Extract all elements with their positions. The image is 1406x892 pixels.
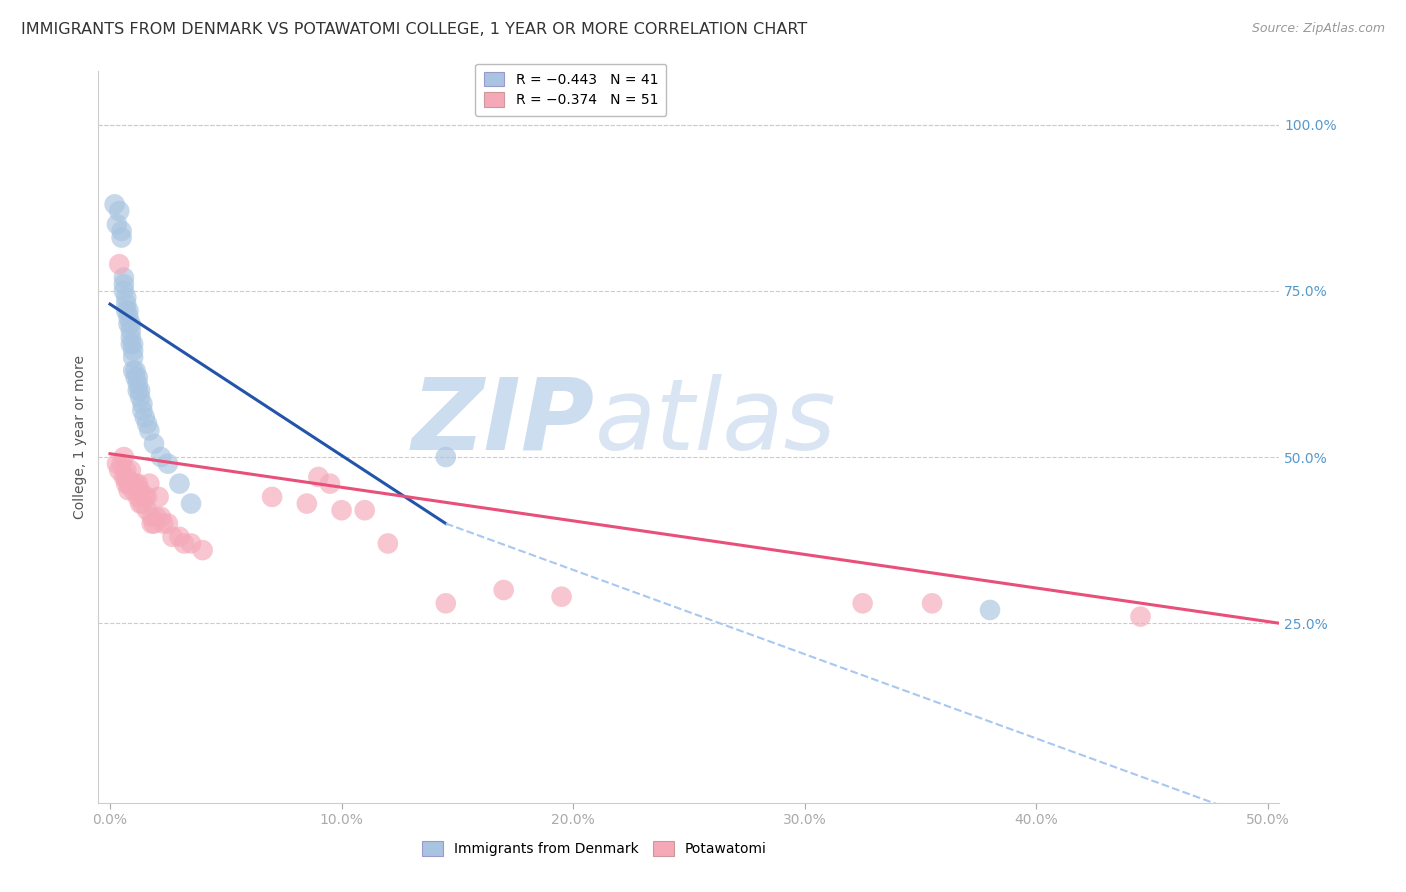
Point xyxy=(104,197,127,211)
Point xyxy=(120,463,142,477)
Point xyxy=(262,490,284,504)
Point xyxy=(156,516,179,531)
Point xyxy=(152,516,174,531)
Point xyxy=(148,490,170,504)
Point xyxy=(145,509,167,524)
Point xyxy=(129,483,152,498)
Point xyxy=(143,516,166,531)
Point xyxy=(129,384,152,398)
Point xyxy=(122,476,145,491)
Point xyxy=(143,436,166,450)
Point xyxy=(127,490,149,504)
Point xyxy=(162,530,184,544)
Point xyxy=(127,384,149,398)
Text: Source: ZipAtlas.com: Source: ZipAtlas.com xyxy=(1251,22,1385,36)
Point xyxy=(131,397,153,411)
Point xyxy=(108,204,131,219)
Point xyxy=(122,351,145,365)
Point xyxy=(136,490,159,504)
Point xyxy=(149,509,172,524)
Text: atlas: atlas xyxy=(595,374,837,471)
Point xyxy=(330,503,353,517)
Point xyxy=(377,536,399,550)
Point xyxy=(120,476,142,491)
Point xyxy=(108,463,131,477)
Point xyxy=(134,410,156,425)
Point xyxy=(136,503,159,517)
Text: IMMIGRANTS FROM DENMARK VS POTAWATOMI COLLEGE, 1 YEAR OR MORE CORRELATION CHART: IMMIGRANTS FROM DENMARK VS POTAWATOMI CO… xyxy=(21,22,807,37)
Point xyxy=(117,476,139,491)
Point xyxy=(295,497,318,511)
Point xyxy=(115,290,138,304)
Point xyxy=(122,363,145,377)
Point xyxy=(110,224,132,238)
Point xyxy=(492,582,515,597)
Point xyxy=(156,457,179,471)
Point xyxy=(115,476,138,491)
Point xyxy=(110,457,132,471)
Point xyxy=(127,370,149,384)
Point xyxy=(115,297,138,311)
Point xyxy=(169,476,191,491)
Point xyxy=(108,257,131,271)
Text: ZIP: ZIP xyxy=(412,374,595,471)
Point xyxy=(110,230,132,244)
Point xyxy=(120,337,142,351)
Point xyxy=(117,483,139,498)
Point xyxy=(141,509,163,524)
Point xyxy=(138,476,160,491)
Legend: Immigrants from Denmark, Potawatomi: Immigrants from Denmark, Potawatomi xyxy=(416,836,772,862)
Point xyxy=(169,530,191,544)
Point xyxy=(979,603,1001,617)
Point xyxy=(852,596,875,610)
Point xyxy=(122,337,145,351)
Point xyxy=(105,457,128,471)
Point xyxy=(115,463,138,477)
Point xyxy=(131,497,153,511)
Point xyxy=(122,343,145,358)
Point xyxy=(434,596,457,610)
Point xyxy=(550,590,572,604)
Point xyxy=(112,450,135,464)
Point xyxy=(1129,609,1152,624)
Point xyxy=(124,370,146,384)
Point xyxy=(112,277,135,292)
Point xyxy=(134,490,156,504)
Point xyxy=(127,376,149,391)
Point xyxy=(434,450,457,464)
Point xyxy=(307,470,329,484)
Point xyxy=(319,476,342,491)
Point xyxy=(112,270,135,285)
Point xyxy=(138,424,160,438)
Point xyxy=(353,503,375,517)
Point xyxy=(136,417,159,431)
Point xyxy=(117,310,139,325)
Point xyxy=(117,303,139,318)
Point xyxy=(112,470,135,484)
Point xyxy=(129,497,152,511)
Y-axis label: College, 1 year or more: College, 1 year or more xyxy=(73,355,87,519)
Point xyxy=(105,217,128,231)
Point xyxy=(129,390,152,404)
Point xyxy=(112,284,135,298)
Point xyxy=(131,403,153,417)
Point xyxy=(180,536,202,550)
Point xyxy=(120,324,142,338)
Point xyxy=(173,536,195,550)
Point xyxy=(141,516,163,531)
Point xyxy=(117,317,139,331)
Point xyxy=(180,497,202,511)
Point xyxy=(921,596,943,610)
Point xyxy=(191,543,214,558)
Point xyxy=(115,470,138,484)
Point xyxy=(120,317,142,331)
Point xyxy=(115,303,138,318)
Point xyxy=(122,483,145,498)
Point xyxy=(124,476,146,491)
Point xyxy=(127,476,149,491)
Point xyxy=(149,450,172,464)
Point xyxy=(120,330,142,344)
Point xyxy=(124,363,146,377)
